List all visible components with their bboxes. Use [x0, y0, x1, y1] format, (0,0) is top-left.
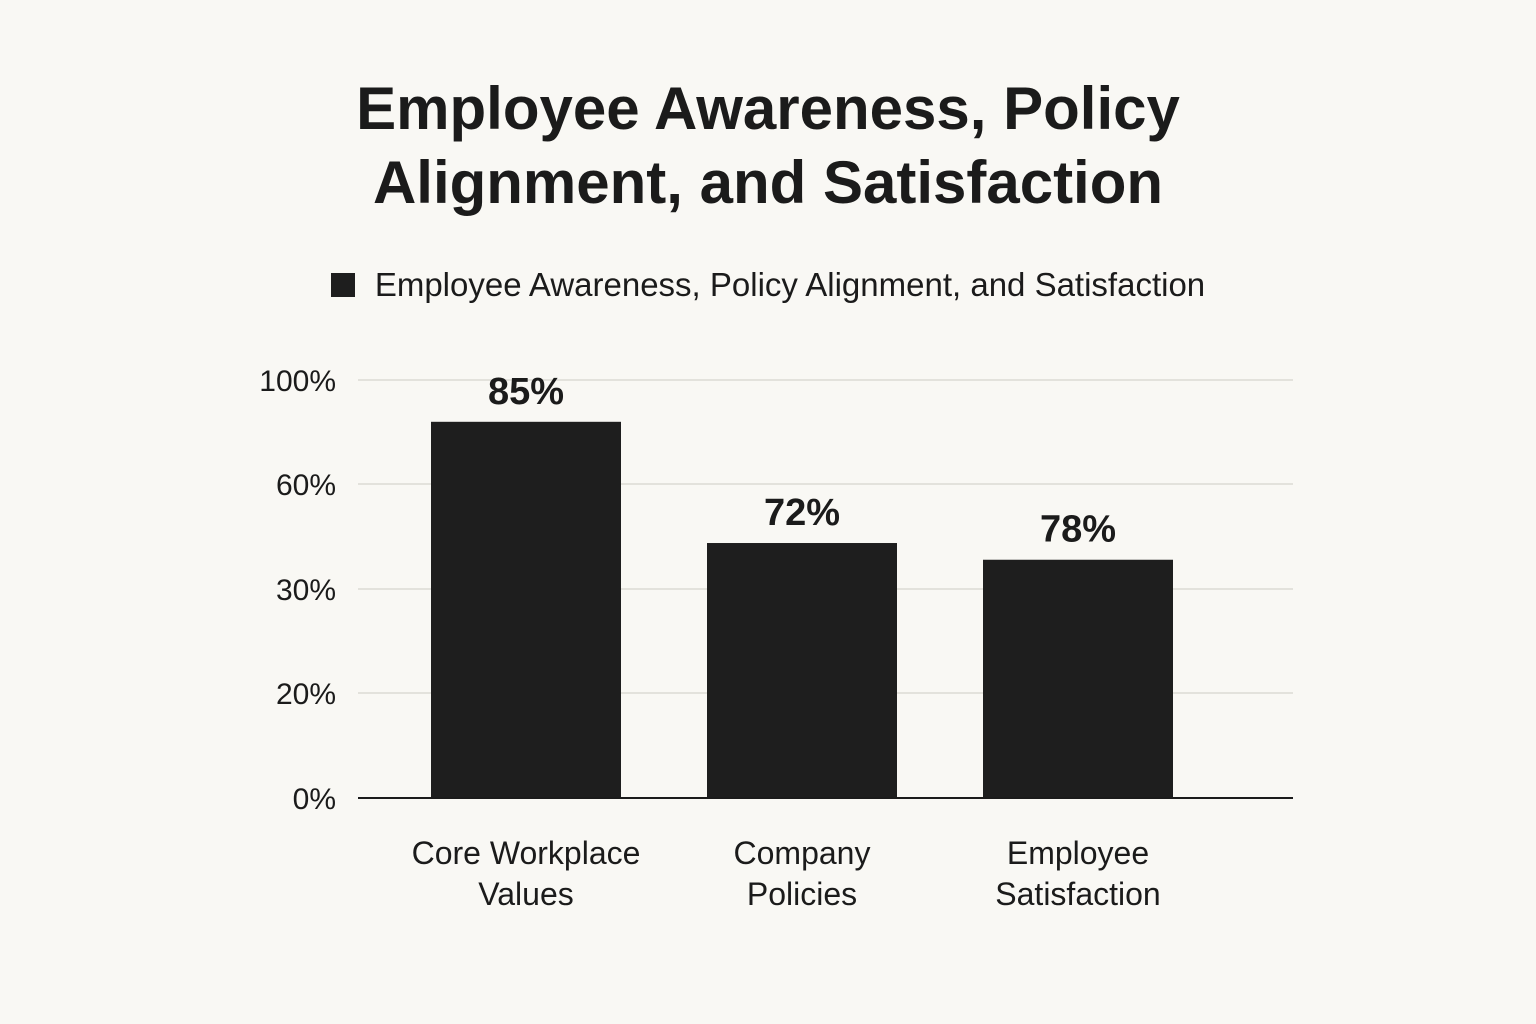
data-label: 72%	[764, 492, 840, 534]
data-label: 78%	[1040, 509, 1116, 551]
y-tick-label: 30%	[276, 574, 336, 607]
x-category-label: Values	[478, 876, 573, 912]
x-category-label: Satisfaction	[995, 876, 1160, 912]
chart-title-line-1: Employee Awareness, Policy	[356, 75, 1180, 142]
y-tick-label: 60%	[276, 469, 336, 502]
legend-swatch	[330, 273, 355, 297]
bar	[983, 559, 1173, 798]
x-category-label: Policies	[747, 876, 857, 912]
bar	[707, 543, 897, 798]
chart-title: Employee Awareness, Policy Alignment, an…	[0, 72, 1536, 220]
chart-title-line-2: Alignment, and Satisfaction	[372, 149, 1164, 216]
x-category-label: Company	[734, 835, 871, 871]
x-category-label: Core Workplace	[412, 835, 641, 871]
legend-label: Employee Awareness, Policy Alignment, an…	[374, 266, 1206, 303]
bar	[431, 421, 621, 798]
chart-legend: Employee Awareness, Policy Alignment, an…	[0, 266, 1536, 304]
y-tick-label: 20%	[276, 678, 336, 711]
data-label: 85%	[488, 371, 564, 413]
y-tick-label: 100%	[259, 365, 336, 398]
y-tick-label: 0%	[293, 783, 336, 816]
x-category-label: Employee	[1007, 835, 1149, 871]
